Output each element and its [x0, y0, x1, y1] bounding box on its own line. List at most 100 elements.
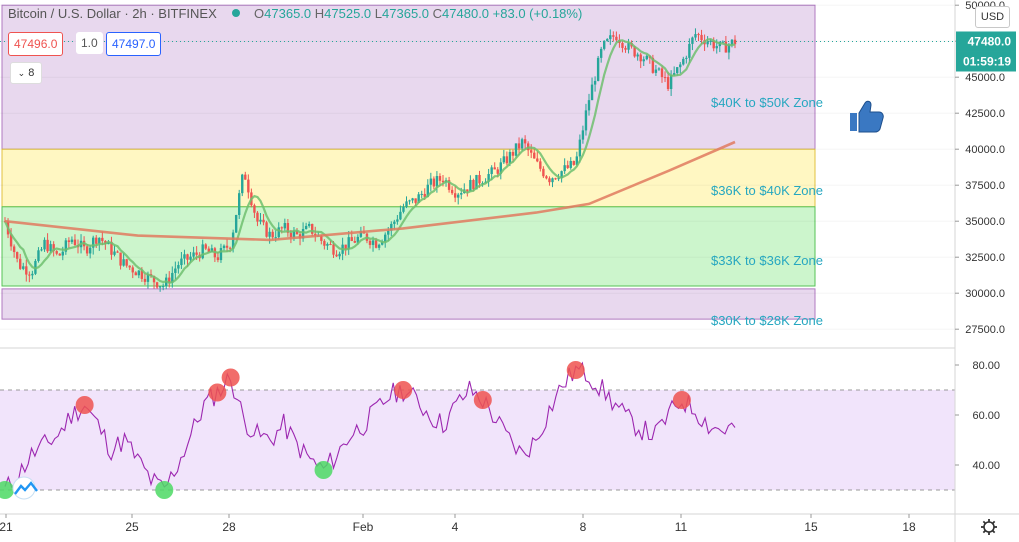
candle-body — [204, 244, 207, 249]
candle-body — [9, 234, 13, 247]
candle-body — [168, 277, 171, 283]
indicators-toggle[interactable]: ⌄ 8 — [10, 62, 42, 84]
candle-body — [609, 35, 612, 40]
candle-body — [344, 244, 347, 250]
candle-body — [697, 34, 700, 36]
rsi-peak-marker — [473, 391, 492, 409]
candle-body — [429, 178, 433, 185]
thumbs-up-icon — [850, 113, 857, 131]
candle-body — [265, 222, 268, 237]
ask-box[interactable]: 47497.0 — [106, 32, 162, 56]
candle-body — [371, 240, 375, 245]
candle-body — [505, 156, 509, 164]
gear-icon[interactable] — [983, 521, 995, 533]
candle-body — [581, 130, 585, 140]
candle-body — [277, 227, 280, 238]
candle-body — [715, 46, 718, 49]
price-tick-label: 37500.0 — [965, 180, 1005, 192]
candle-body — [295, 230, 299, 235]
candle-body — [487, 174, 490, 182]
time-tick-label: 4 — [452, 520, 459, 534]
candle-body — [627, 42, 630, 50]
ma-slow-line — [4, 140, 736, 242]
candle-body — [399, 211, 402, 220]
candle-body — [733, 39, 737, 45]
candle-body — [119, 252, 122, 266]
candle-body — [447, 180, 451, 190]
countdown-badge — [956, 51, 1016, 72]
candle-body — [402, 206, 405, 212]
candle-body — [37, 250, 40, 261]
candle-body — [192, 252, 195, 257]
candle-body — [377, 244, 381, 248]
ma-fast-line — [3, 37, 736, 284]
candle-body — [472, 179, 475, 190]
gear-icon — [991, 520, 996, 525]
candle-body — [502, 156, 506, 163]
candle-body — [171, 272, 174, 283]
candle-body — [234, 214, 238, 233]
zone-label: $36K to $40K Zone — [711, 183, 823, 198]
time-tick-label: 8 — [580, 520, 587, 534]
candle-body — [244, 174, 247, 180]
candle-body — [523, 139, 527, 144]
ohlc-close: 47480.0 — [442, 6, 490, 21]
candle-body — [572, 160, 575, 165]
price-tick-label: 27500.0 — [965, 324, 1005, 336]
candle-body — [174, 268, 177, 273]
candle-body — [672, 73, 676, 75]
candle-body — [654, 69, 658, 73]
candle-body — [216, 257, 220, 261]
tv-logo-icon — [14, 481, 38, 495]
candle-body — [660, 68, 664, 78]
candle-body — [423, 193, 426, 197]
currency-button[interactable]: USD — [975, 6, 1010, 28]
candle-body — [663, 77, 667, 79]
candle-body — [706, 41, 709, 45]
candle-body — [67, 240, 71, 243]
candle-body — [128, 265, 131, 268]
candle-body — [685, 57, 688, 59]
candle-body — [669, 74, 673, 90]
candle-body — [64, 240, 68, 252]
candle-body — [478, 174, 481, 184]
candle-body — [414, 198, 417, 203]
rsi-peak-marker — [394, 381, 413, 399]
candle-body — [599, 48, 603, 58]
candle-body — [621, 42, 624, 48]
candle-body — [533, 152, 536, 159]
ohlc-close-key: C — [432, 6, 443, 21]
candle-body — [712, 40, 715, 49]
candle-body — [679, 64, 682, 68]
candle-body — [332, 244, 335, 255]
candle-body — [393, 221, 396, 224]
bid-box[interactable]: 47496.0 — [8, 32, 64, 56]
candle-body — [721, 41, 725, 43]
candle-body — [578, 139, 582, 157]
symbol-title[interactable]: Bitcoin / U.S. Dollar · 2h · BITFINEX — [8, 6, 217, 21]
candle-body — [101, 237, 104, 241]
price-tick-label: 42500.0 — [965, 108, 1005, 120]
candle-body — [95, 237, 98, 244]
candle-body — [329, 244, 332, 246]
time-tick-label: 25 — [125, 520, 139, 534]
price-tick-label: 30000.0 — [965, 288, 1005, 300]
candle-body — [642, 59, 645, 62]
candle-body — [405, 201, 408, 207]
candle-body — [417, 194, 420, 203]
candle-body — [61, 251, 64, 256]
zone-label: $30K to $28K Zone — [711, 313, 823, 328]
candle-body — [636, 54, 639, 57]
candle-body — [222, 245, 226, 249]
candle-body — [566, 165, 569, 168]
candle-body — [432, 178, 436, 187]
candle-body — [624, 47, 627, 50]
candle-body — [140, 270, 144, 279]
gear-icon — [982, 529, 987, 534]
candle-body — [560, 171, 563, 179]
candle-body — [88, 247, 92, 254]
candle-body — [152, 275, 156, 283]
candle-body — [584, 110, 588, 131]
candle-body — [52, 244, 55, 252]
candle-body — [143, 278, 147, 282]
